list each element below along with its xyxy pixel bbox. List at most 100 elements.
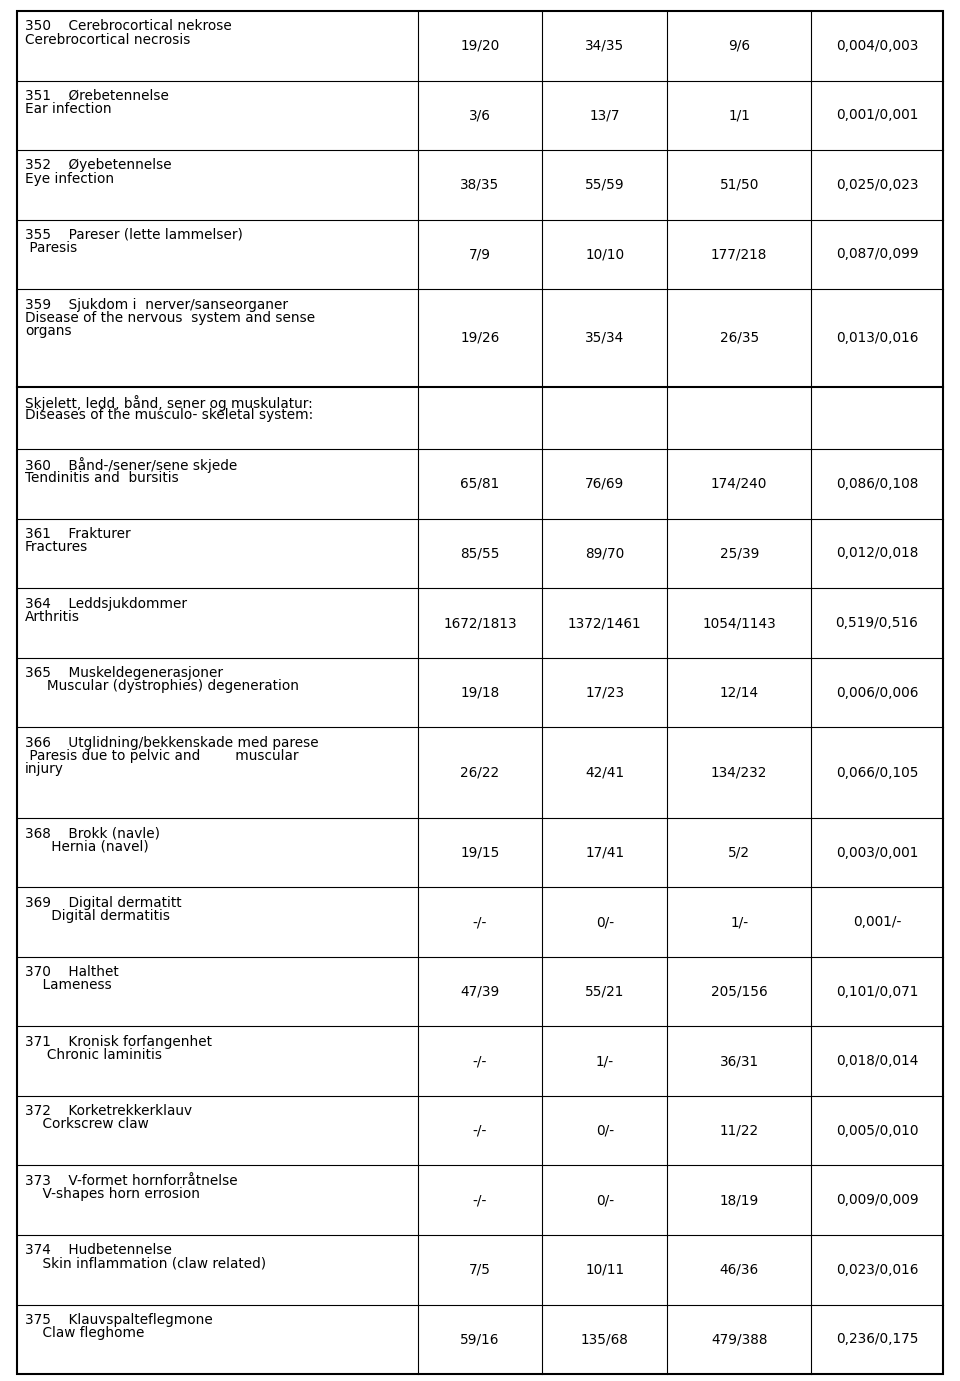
Text: 0,101/0,071: 0,101/0,071 [836,985,918,998]
Text: Lameness: Lameness [25,978,111,993]
Text: 34/35: 34/35 [586,39,624,52]
Text: 0,001/-: 0,001/- [852,916,901,929]
Text: 374    Hudbetennelse: 374 Hudbetennelse [25,1243,172,1257]
Text: 355    Pareser (lette lammelser): 355 Pareser (lette lammelser) [25,228,243,242]
Text: 18/19: 18/19 [720,1193,758,1207]
Text: 1/-: 1/- [731,916,748,929]
Text: 1/1: 1/1 [729,108,750,123]
Text: 0,087/0,099: 0,087/0,099 [835,247,919,261]
Text: 0/-: 0/- [596,1193,613,1207]
Text: 0,519/0,516: 0,519/0,516 [835,616,919,630]
Text: 134/232: 134/232 [711,765,767,779]
Text: Skin inflammation (claw related): Skin inflammation (claw related) [25,1257,266,1271]
Text: 26/35: 26/35 [720,331,758,345]
Text: Muscular (dystrophies) degeneration: Muscular (dystrophies) degeneration [25,679,299,693]
Text: 0,018/0,014: 0,018/0,014 [836,1054,918,1068]
Text: 479/388: 479/388 [711,1333,767,1346]
Text: 55/59: 55/59 [585,178,625,192]
Text: 65/81: 65/81 [461,476,499,490]
Text: 350    Cerebrocortical nekrose: 350 Cerebrocortical nekrose [25,19,231,33]
Text: -/-: -/- [473,916,487,929]
Text: 0/-: 0/- [596,1124,613,1138]
Text: Claw fleghome: Claw fleghome [25,1326,144,1340]
Text: Paresis due to pelvic and        muscular: Paresis due to pelvic and muscular [25,749,299,762]
Text: 361    Frakturer: 361 Frakturer [25,528,131,541]
Text: 370    Halthet: 370 Halthet [25,965,119,979]
Text: 76/69: 76/69 [586,476,624,490]
Text: 0,012/0,018: 0,012/0,018 [836,547,918,561]
Text: 42/41: 42/41 [586,765,624,779]
Text: 0/-: 0/- [596,916,613,929]
Text: 369    Digital dermatitt: 369 Digital dermatitt [25,896,181,910]
Text: 36/31: 36/31 [720,1054,758,1068]
Text: 0,013/0,016: 0,013/0,016 [836,331,918,345]
Text: 351    Ørebetennelse: 351 Ørebetennelse [25,88,169,102]
Text: 177/218: 177/218 [711,247,767,261]
Text: Fractures: Fractures [25,540,88,554]
Text: 19/20: 19/20 [461,39,499,52]
Text: Diseases of the musculo- skeletal system:: Diseases of the musculo- skeletal system… [25,409,313,423]
Text: 371    Kronisk forfangenhet: 371 Kronisk forfangenhet [25,1034,212,1048]
Text: Chronic laminitis: Chronic laminitis [25,1048,162,1062]
Text: 135/68: 135/68 [581,1333,629,1346]
Text: 365    Muskeldegenerasjoner: 365 Muskeldegenerasjoner [25,666,223,679]
Text: 1/-: 1/- [596,1054,613,1068]
Text: 46/36: 46/36 [720,1262,758,1277]
Text: Tendinitis and  bursitis: Tendinitis and bursitis [25,471,179,485]
Text: 366    Utglidning/bekkenskade med parese: 366 Utglidning/bekkenskade med parese [25,736,319,750]
Text: Paresis: Paresis [25,242,77,255]
Text: Corkscrew claw: Corkscrew claw [25,1117,149,1131]
Text: 364    Leddsjukdommer: 364 Leddsjukdommer [25,597,187,610]
Text: -/-: -/- [473,1124,487,1138]
Text: 35/34: 35/34 [586,331,624,345]
Text: 0,023/0,016: 0,023/0,016 [836,1262,918,1277]
Text: 7/9: 7/9 [469,247,491,261]
Text: 372    Korketrekkerklauv: 372 Korketrekkerklauv [25,1105,192,1119]
Text: 7/5: 7/5 [469,1262,491,1277]
Text: 1372/1461: 1372/1461 [568,616,641,630]
Text: 0,005/0,010: 0,005/0,010 [836,1124,918,1138]
Text: 0,236/0,175: 0,236/0,175 [836,1333,918,1346]
Text: 0,086/0,108: 0,086/0,108 [836,476,918,490]
Text: -/-: -/- [473,1054,487,1068]
Text: Digital dermatitis: Digital dermatitis [25,909,170,923]
Text: 0,001/0,001: 0,001/0,001 [836,108,918,123]
Text: 0,025/0,023: 0,025/0,023 [836,178,918,192]
Text: 373    V-formet hornforråtnelse: 373 V-formet hornforråtnelse [25,1174,237,1188]
Text: Cerebrocortical necrosis: Cerebrocortical necrosis [25,33,190,47]
Text: 10/11: 10/11 [586,1262,624,1277]
Text: 0,004/0,003: 0,004/0,003 [836,39,918,52]
Text: 47/39: 47/39 [461,985,499,998]
Text: 26/22: 26/22 [461,765,499,779]
Text: 0,003/0,001: 0,003/0,001 [836,845,918,859]
Text: 17/23: 17/23 [586,685,624,700]
Text: Ear infection: Ear infection [25,102,111,116]
Text: Skjelett, ledd, bånd, sener og muskulatur:: Skjelett, ledd, bånd, sener og muskulatu… [25,395,313,410]
Text: -/-: -/- [473,1193,487,1207]
Text: 9/6: 9/6 [729,39,750,52]
Text: 10/10: 10/10 [586,247,624,261]
Text: 205/156: 205/156 [711,985,767,998]
Text: 51/50: 51/50 [719,178,759,192]
Text: 13/7: 13/7 [589,108,620,123]
Text: 0,009/0,009: 0,009/0,009 [835,1193,919,1207]
Text: 360    Bånd-/sener/sene skjede: 360 Bånd-/sener/sene skjede [25,457,237,474]
Text: organs: organs [25,325,72,338]
Text: 19/18: 19/18 [461,685,499,700]
Text: 1054/1143: 1054/1143 [703,616,776,630]
Text: 38/35: 38/35 [461,178,499,192]
Text: 359    Sjukdom i  nerver/sanseorganer: 359 Sjukdom i nerver/sanseorganer [25,297,288,312]
Text: 0,066/0,105: 0,066/0,105 [836,765,918,779]
Text: Arthritis: Arthritis [25,610,80,624]
Text: 5/2: 5/2 [729,845,750,859]
Text: 59/16: 59/16 [460,1333,500,1346]
Text: injury: injury [25,762,63,776]
Text: 85/55: 85/55 [460,547,500,561]
Text: 19/26: 19/26 [461,331,499,345]
Text: 25/39: 25/39 [719,547,759,561]
Text: Eye infection: Eye infection [25,171,114,185]
Text: 368    Brokk (navle): 368 Brokk (navle) [25,826,160,840]
Text: Hernia (navel): Hernia (navel) [25,840,149,853]
Text: 1672/1813: 1672/1813 [444,616,516,630]
Text: 3/6: 3/6 [469,108,491,123]
